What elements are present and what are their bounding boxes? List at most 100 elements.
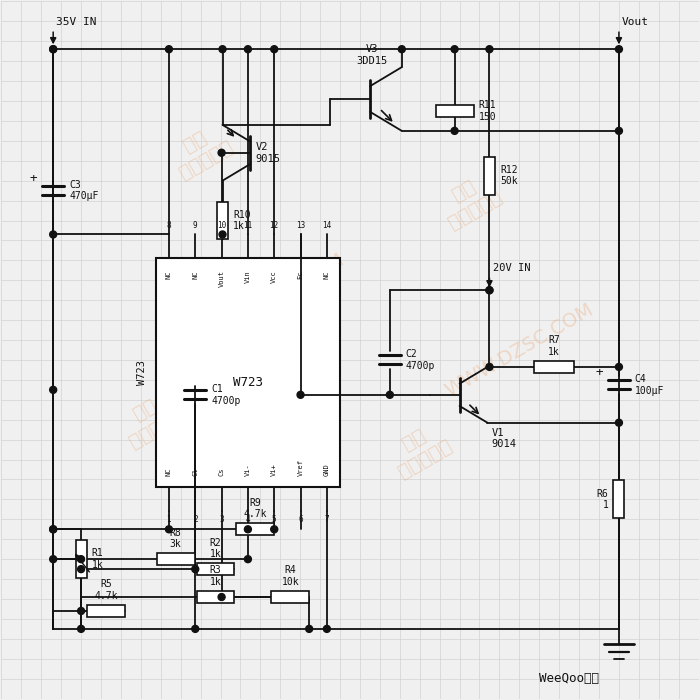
- Text: 7: 7: [325, 515, 329, 524]
- Circle shape: [192, 566, 199, 573]
- Text: 10: 10: [217, 221, 226, 230]
- Text: 维库
电子市场网: 维库 电子市场网: [115, 387, 186, 452]
- Circle shape: [50, 46, 57, 52]
- Circle shape: [486, 287, 493, 294]
- Circle shape: [486, 363, 493, 370]
- Text: 5: 5: [272, 515, 276, 524]
- Text: 8: 8: [167, 221, 172, 230]
- Circle shape: [244, 46, 251, 52]
- Text: Fc: Fc: [298, 270, 304, 279]
- Circle shape: [451, 127, 458, 134]
- Circle shape: [78, 625, 85, 632]
- Text: Cl: Cl: [193, 467, 198, 475]
- Bar: [157, 553, 195, 565]
- Text: Vref: Vref: [298, 458, 304, 475]
- Text: 2: 2: [193, 515, 197, 524]
- Text: 维库
电子市场网: 维库 电子市场网: [384, 417, 456, 482]
- Text: WeeQoo维库: WeeQoo维库: [539, 672, 599, 685]
- Circle shape: [271, 526, 278, 533]
- Circle shape: [244, 556, 251, 563]
- Circle shape: [165, 46, 172, 52]
- Text: Vi+: Vi+: [271, 463, 277, 475]
- Text: C3
470μF: C3 470μF: [69, 180, 99, 202]
- Circle shape: [615, 363, 622, 370]
- Circle shape: [386, 391, 393, 398]
- Text: R1
1k: R1 1k: [92, 548, 104, 570]
- Text: R3
1k: R3 1k: [210, 566, 221, 587]
- Circle shape: [50, 526, 57, 533]
- Text: +: +: [596, 366, 603, 379]
- Bar: [534, 361, 574, 373]
- Circle shape: [165, 526, 172, 533]
- Text: 9: 9: [193, 221, 197, 230]
- Text: 20V IN: 20V IN: [494, 263, 531, 273]
- Text: R12
50k: R12 50k: [500, 165, 517, 186]
- Text: NC: NC: [166, 270, 172, 279]
- Text: R7
1k: R7 1k: [548, 335, 560, 357]
- Text: Vout: Vout: [622, 18, 649, 27]
- Bar: [435, 105, 473, 117]
- Text: 维库
电子市场网: 维库 电子市场网: [165, 118, 237, 183]
- Circle shape: [219, 46, 226, 52]
- Circle shape: [398, 46, 405, 52]
- Bar: [237, 524, 274, 536]
- Text: 11: 11: [244, 221, 253, 230]
- Text: V2
9015: V2 9015: [256, 142, 281, 164]
- Circle shape: [219, 231, 226, 238]
- Text: WWW.DZSC.COM: WWW.DZSC.COM: [442, 300, 597, 400]
- Text: Vout: Vout: [218, 270, 225, 287]
- Text: GND: GND: [324, 463, 330, 475]
- Circle shape: [78, 556, 85, 563]
- Circle shape: [50, 46, 57, 52]
- Text: 13: 13: [296, 221, 305, 230]
- Text: Vcc: Vcc: [271, 270, 277, 283]
- Text: V1
9014: V1 9014: [491, 428, 517, 449]
- Text: W723: W723: [136, 360, 147, 386]
- Bar: [484, 157, 495, 195]
- Text: R10
1k: R10 1k: [233, 210, 251, 231]
- Bar: [156, 258, 340, 487]
- Text: R11
150: R11 150: [479, 100, 496, 122]
- Bar: [217, 202, 228, 239]
- Text: 6: 6: [298, 515, 303, 524]
- Circle shape: [323, 625, 330, 632]
- Text: C4
100μF: C4 100μF: [635, 374, 664, 395]
- Text: Vin: Vin: [245, 270, 251, 283]
- Text: NC: NC: [193, 270, 198, 279]
- Text: 12: 12: [270, 221, 279, 230]
- Text: R9
4.7k: R9 4.7k: [244, 498, 267, 519]
- Text: R4
10k: R4 10k: [281, 566, 299, 587]
- Bar: [87, 605, 125, 617]
- Text: 3: 3: [219, 515, 224, 524]
- Text: W723: W723: [233, 377, 263, 389]
- Circle shape: [271, 46, 278, 52]
- Text: R2
1k: R2 1k: [210, 538, 221, 559]
- Circle shape: [218, 149, 225, 156]
- Text: NC: NC: [324, 270, 330, 279]
- Circle shape: [78, 608, 85, 615]
- Text: NC: NC: [166, 467, 172, 475]
- Circle shape: [50, 231, 57, 238]
- Text: 4: 4: [246, 515, 250, 524]
- Circle shape: [615, 419, 622, 426]
- Circle shape: [615, 127, 622, 134]
- Bar: [197, 564, 234, 575]
- Circle shape: [451, 46, 458, 52]
- Text: V3
3DD15: V3 3DD15: [356, 44, 388, 66]
- Text: Vi-: Vi-: [245, 463, 251, 475]
- Circle shape: [50, 386, 57, 393]
- Text: Cs: Cs: [218, 467, 225, 475]
- Circle shape: [244, 526, 251, 533]
- Text: 1: 1: [167, 515, 172, 524]
- Text: R6
1: R6 1: [596, 489, 608, 510]
- Text: R5
4.7k: R5 4.7k: [94, 580, 118, 601]
- Text: C1
4700p: C1 4700p: [211, 384, 241, 405]
- Circle shape: [486, 287, 493, 294]
- Circle shape: [486, 46, 493, 52]
- Bar: [272, 591, 309, 603]
- Circle shape: [306, 625, 313, 632]
- Text: WWW.DZSC.COM: WWW.DZSC.COM: [193, 250, 348, 351]
- Circle shape: [192, 625, 199, 632]
- Circle shape: [615, 46, 622, 52]
- Circle shape: [218, 594, 225, 601]
